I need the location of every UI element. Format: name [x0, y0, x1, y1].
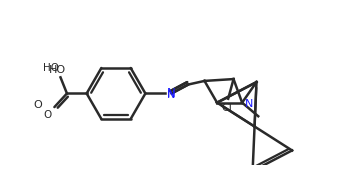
Text: N: N — [245, 99, 253, 109]
Text: O: O — [33, 100, 42, 110]
Text: N: N — [167, 87, 176, 100]
Text: HO: HO — [43, 63, 59, 73]
Text: HO: HO — [49, 65, 66, 75]
Text: N: N — [167, 90, 175, 100]
Text: Cl: Cl — [221, 103, 232, 113]
Text: O: O — [43, 110, 52, 120]
